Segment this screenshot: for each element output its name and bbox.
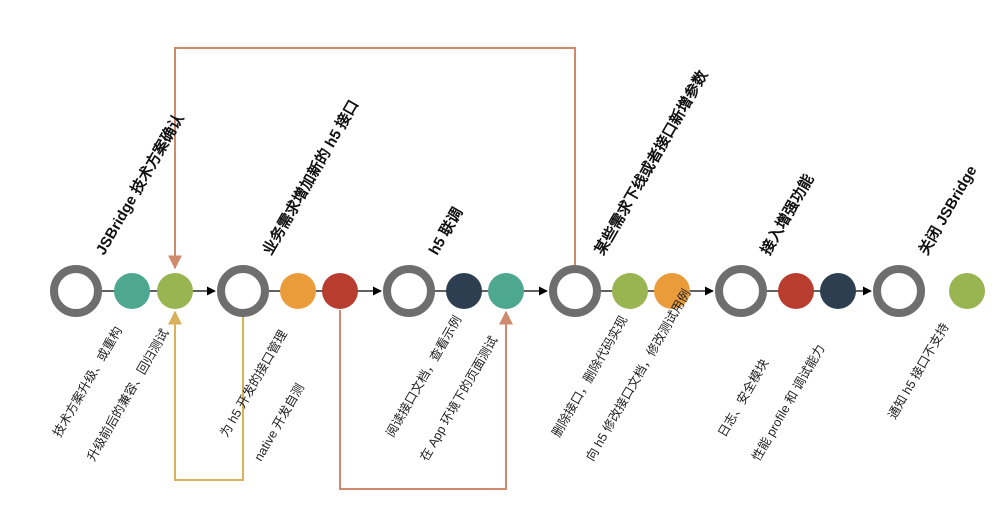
stage-title: 业务需求增加新的 h5 接口 <box>259 97 363 258</box>
task-dot <box>114 273 150 309</box>
task-note: native 开发自测 <box>251 381 307 464</box>
stage-title: 接入增强功能 <box>757 171 818 258</box>
task-dot <box>820 273 856 309</box>
stage-ring <box>217 265 269 317</box>
task-dot <box>446 273 482 309</box>
task-dot <box>778 273 814 309</box>
task-dot <box>488 273 524 309</box>
loop-top-arrow <box>168 47 576 270</box>
stage-title: JSBridge 技术方案确认 <box>92 110 188 258</box>
task-note: 升级前后的兼容、回归测试 <box>84 326 172 464</box>
feedback-loops <box>168 47 576 490</box>
loop-bottom-arrow <box>339 310 513 490</box>
loop-gold-arrow <box>168 310 244 481</box>
task-note: 向 h5 修改接口文档，修改测试用例 <box>583 286 694 463</box>
stage-6: 关闭 JSBridge 通知 h5 接口不支持 <box>873 162 985 422</box>
task-dot <box>949 273 985 309</box>
stage-title: h5 联调 <box>426 205 467 258</box>
stage-ring <box>549 265 601 317</box>
task-note: 通知 h5 接口不支持 <box>885 320 952 421</box>
stage-ring <box>715 265 767 317</box>
stage-ring <box>50 265 102 317</box>
stage-ring <box>383 265 435 317</box>
task-dot <box>157 273 193 309</box>
task-dot <box>322 273 358 309</box>
task-note: 日志、安全模块 <box>715 356 772 440</box>
stage-title: 某些需求下线或者接口新增参数 <box>591 66 712 258</box>
task-dot <box>280 273 316 309</box>
task-dot <box>612 273 648 309</box>
stage-title: 关闭 JSBridge <box>915 162 981 258</box>
task-dot <box>654 273 690 309</box>
stages-layer: JSBridge 技术方案确认技术方案升级、或重构升级前后的兼容、回归测试业务需… <box>50 66 985 464</box>
stage-ring <box>873 265 925 317</box>
